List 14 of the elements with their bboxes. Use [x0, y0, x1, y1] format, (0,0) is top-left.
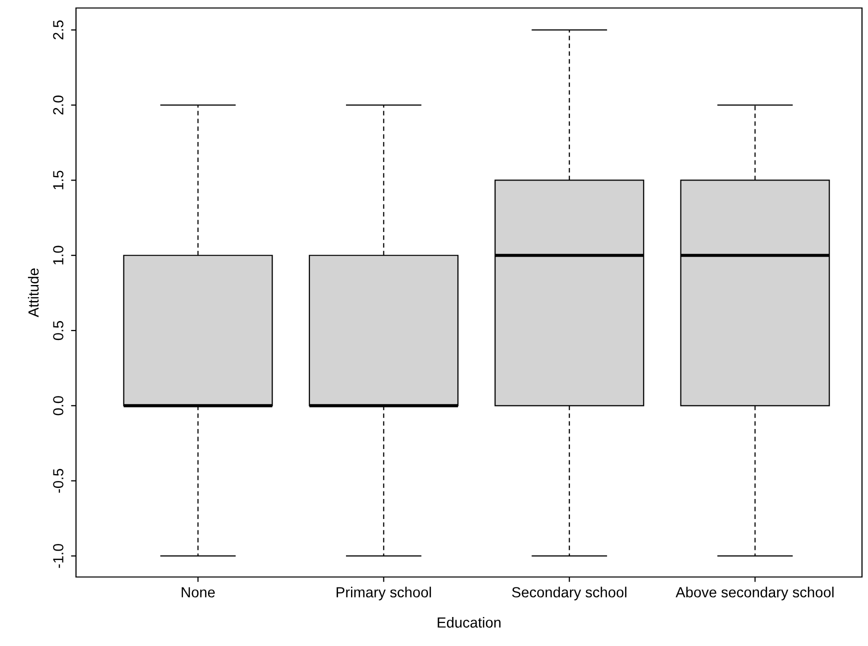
- y-tick-label: 2.5: [53, 20, 64, 40]
- x-tick-label: Above secondary school: [676, 586, 834, 600]
- x-tick-label: Secondary school: [512, 586, 626, 600]
- y-tick-label: 1.5: [53, 170, 64, 190]
- y-tick-label: -0.5: [53, 468, 64, 493]
- x-tick-label: None: [182, 587, 215, 598]
- y-tick-label: 0.0: [53, 396, 64, 416]
- y-tick-label: -1.0: [53, 544, 64, 568]
- x-tick-label: Primary school: [336, 586, 431, 600]
- y-tick-label: 2.0: [53, 96, 64, 114]
- y-tick-label: 0.5: [53, 321, 64, 340]
- y-axis-title: Attitude: [28, 268, 39, 318]
- y-tick-label: 1.0: [53, 246, 64, 264]
- x-axis-title: Education: [438, 616, 500, 628]
